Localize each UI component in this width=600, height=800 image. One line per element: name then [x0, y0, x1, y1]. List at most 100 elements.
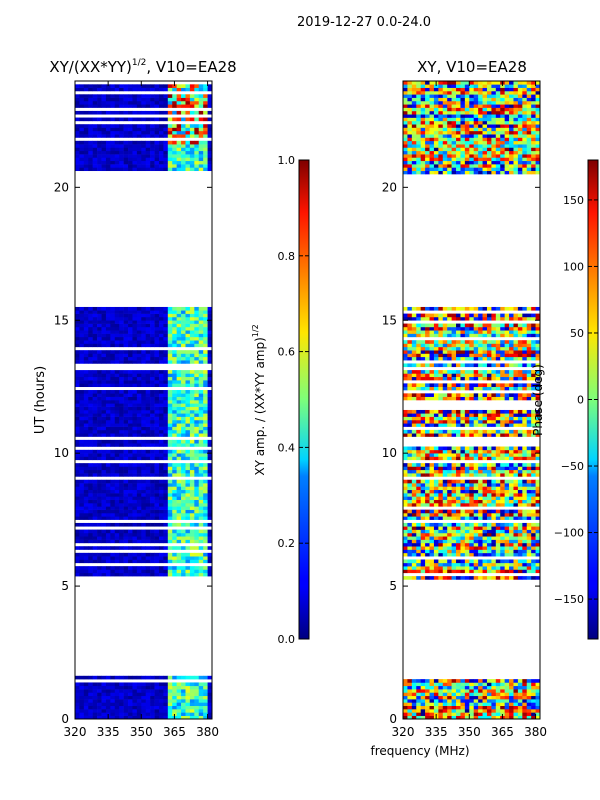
heatmap-cell	[442, 512, 448, 517]
heatmap-cell	[460, 469, 466, 474]
heatmap-cell	[509, 712, 514, 716]
heatmap-cell	[145, 140, 151, 145]
heatmap-cell	[478, 429, 483, 434]
heatmap-cell	[101, 150, 107, 155]
heatmap-cell	[105, 140, 111, 145]
heatmap-cell	[517, 483, 523, 487]
heatmap-cell	[522, 522, 528, 527]
heatmap-cell	[407, 446, 413, 451]
heatmap-cell	[203, 400, 208, 404]
heatmap-cell	[198, 380, 204, 384]
heatmap-cell	[75, 360, 80, 364]
heatmap-cell	[203, 559, 208, 564]
heatmap-cell	[105, 473, 111, 477]
heatmap-cell	[88, 400, 93, 404]
heatmap-cell	[101, 503, 107, 507]
heatmap-cell	[114, 552, 120, 557]
heatmap-cell	[114, 396, 120, 401]
heatmap-cell	[509, 479, 514, 484]
heatmap-cell	[429, 512, 435, 517]
heatmap-cell	[504, 549, 510, 554]
heatmap-cell	[203, 572, 208, 577]
heatmap-cell	[114, 453, 120, 457]
heatmap-cell	[136, 326, 142, 331]
heatmap-cell	[531, 376, 536, 381]
heatmap-cell	[442, 532, 448, 537]
heatmap-cell	[176, 104, 182, 108]
heatmap-cell	[531, 679, 536, 683]
heatmap-cell	[92, 306, 98, 311]
heatmap-cell	[114, 512, 120, 517]
heatmap-cell	[167, 403, 173, 407]
heatmap-cell	[75, 127, 80, 132]
heatmap-cell	[132, 529, 138, 534]
heatmap-cell	[132, 685, 138, 690]
heatmap-cell	[136, 556, 142, 560]
heatmap-cell	[154, 569, 160, 574]
heatmap-cell	[194, 396, 200, 401]
heatmap-cell	[495, 542, 501, 547]
heatmap-cell	[92, 456, 98, 461]
heatmap-cell	[110, 117, 116, 122]
heatmap-cell	[163, 353, 169, 358]
heatmap-cell	[105, 164, 111, 168]
heatmap-cell	[535, 536, 541, 540]
heatmap-cell	[189, 320, 195, 324]
heatmap-cell	[105, 689, 111, 693]
heatmap-cell	[425, 516, 430, 520]
heatmap-cell	[420, 393, 426, 397]
heatmap-cell	[425, 569, 430, 574]
heatmap-cell	[473, 453, 479, 457]
heatmap-cell	[189, 569, 195, 574]
heatmap-cell	[526, 705, 532, 710]
heatmap-cell	[88, 443, 93, 447]
heatmap-cell	[167, 443, 173, 447]
heatmap-cell	[176, 503, 182, 507]
heatmap-cell	[92, 134, 98, 138]
heatmap-cell	[189, 164, 195, 168]
heatmap-cell	[456, 542, 461, 547]
heatmap-cell	[478, 715, 483, 720]
heatmap-cell	[150, 360, 155, 364]
heatmap-cell	[478, 695, 483, 700]
heatmap-cell	[535, 705, 541, 710]
heatmap-cell	[456, 522, 461, 527]
heatmap-cell	[158, 689, 164, 693]
heatmap-cell	[110, 110, 116, 115]
heatmap-cell	[172, 486, 177, 491]
heatmap-cell	[105, 94, 111, 98]
heatmap-cell	[176, 493, 182, 497]
heatmap-cell	[203, 456, 208, 461]
heatmap-cell	[141, 536, 147, 540]
heatmap-cell	[403, 692, 408, 697]
heatmap-cell	[181, 150, 186, 155]
heatmap-cell	[136, 496, 142, 500]
heatmap-cell	[163, 360, 169, 364]
heatmap-cell	[185, 443, 191, 447]
heatmap-cell	[433, 376, 439, 381]
heatmap-cell	[110, 692, 116, 697]
heatmap-cell	[97, 147, 102, 152]
heatmap-cell	[425, 429, 430, 434]
heatmap-cell	[105, 559, 111, 564]
heatmap-cell	[411, 423, 417, 427]
heatmap-cell	[123, 396, 129, 401]
heatmap-cell	[75, 413, 80, 417]
heatmap-cell	[513, 695, 519, 700]
heatmap-cell	[150, 323, 155, 328]
heatmap-cell	[75, 403, 80, 407]
heatmap-cell	[88, 493, 93, 497]
heatmap-cell	[420, 493, 426, 497]
heatmap-cell	[407, 429, 413, 434]
heatmap-cell	[460, 503, 466, 507]
heatmap-cell	[198, 87, 204, 92]
heatmap-cell	[504, 512, 510, 517]
heatmap-cell	[97, 466, 102, 471]
heatmap-cell	[79, 413, 85, 417]
heatmap-cell	[203, 134, 208, 138]
heatmap-cell	[181, 160, 186, 165]
heatmap-cell	[509, 705, 514, 710]
heatmap-cell	[491, 449, 497, 454]
heatmap-cell	[150, 350, 155, 354]
heatmap-cell	[105, 316, 111, 321]
